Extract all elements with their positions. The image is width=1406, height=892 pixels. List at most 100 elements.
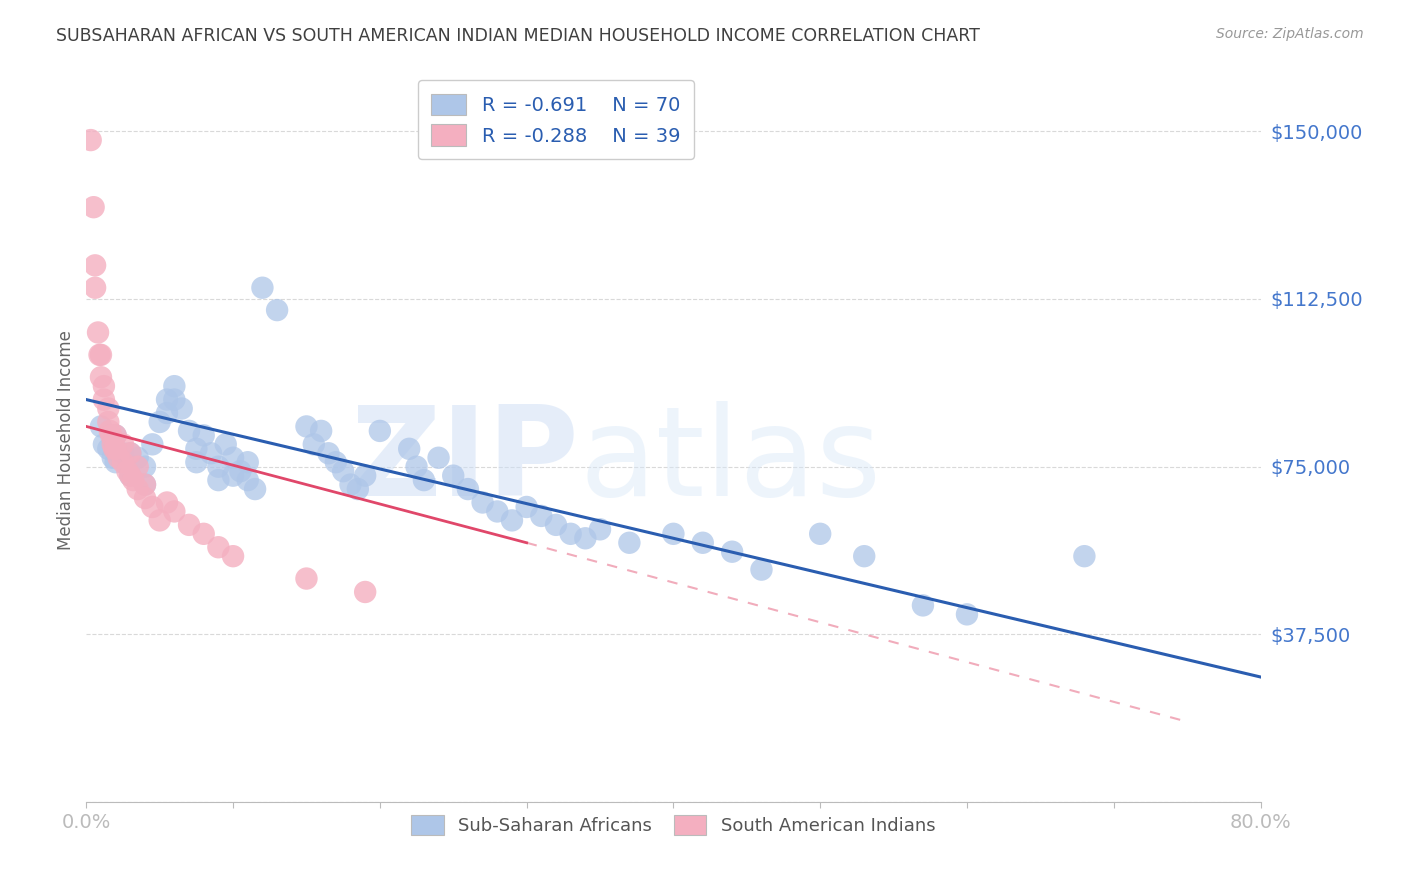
Point <box>662 526 685 541</box>
Point <box>87 326 110 340</box>
Point <box>457 482 479 496</box>
Point <box>120 446 142 460</box>
Point <box>84 258 107 272</box>
Point <box>177 424 200 438</box>
Point <box>97 415 120 429</box>
Point <box>560 526 582 541</box>
Point <box>721 545 744 559</box>
Point <box>103 442 125 456</box>
Point <box>98 424 121 438</box>
Point <box>83 200 105 214</box>
Point <box>93 392 115 407</box>
Point <box>149 513 172 527</box>
Point <box>101 437 124 451</box>
Point <box>156 495 179 509</box>
Text: SUBSAHARAN AFRICAN VS SOUTH AMERICAN INDIAN MEDIAN HOUSEHOLD INCOME CORRELATION : SUBSAHARAN AFRICAN VS SOUTH AMERICAN IND… <box>56 27 980 45</box>
Point <box>354 468 377 483</box>
Point <box>156 392 179 407</box>
Point <box>398 442 420 456</box>
Point <box>332 464 354 478</box>
Point <box>222 549 245 564</box>
Point <box>97 401 120 416</box>
Point <box>156 406 179 420</box>
Point <box>90 370 112 384</box>
Point <box>93 437 115 451</box>
Point <box>427 450 450 465</box>
Point <box>90 348 112 362</box>
Point <box>229 464 252 478</box>
Point <box>127 450 149 465</box>
Point <box>120 468 142 483</box>
Point <box>177 517 200 532</box>
Point <box>441 468 464 483</box>
Y-axis label: Median Household Income: Median Household Income <box>58 330 75 549</box>
Point <box>347 482 370 496</box>
Point <box>302 437 325 451</box>
Point <box>163 392 186 407</box>
Point <box>1073 549 1095 564</box>
Point <box>80 133 103 147</box>
Point <box>141 500 163 514</box>
Point <box>84 281 107 295</box>
Point <box>149 415 172 429</box>
Point <box>808 526 831 541</box>
Point <box>120 468 142 483</box>
Point <box>252 281 274 295</box>
Point <box>134 491 156 505</box>
Point <box>692 535 714 549</box>
Point <box>544 517 567 532</box>
Point <box>956 607 979 622</box>
Point <box>486 504 509 518</box>
Point <box>134 477 156 491</box>
Point <box>111 437 134 451</box>
Text: Source: ZipAtlas.com: Source: ZipAtlas.com <box>1216 27 1364 41</box>
Point <box>530 508 553 523</box>
Point <box>325 455 347 469</box>
Point <box>751 563 773 577</box>
Point <box>97 442 120 456</box>
Point <box>141 437 163 451</box>
Point <box>186 455 208 469</box>
Point <box>134 459 156 474</box>
Point <box>89 348 111 362</box>
Point <box>574 531 596 545</box>
Point <box>117 464 139 478</box>
Point <box>266 303 288 318</box>
Point <box>222 450 245 465</box>
Point <box>619 535 641 549</box>
Point <box>170 401 193 416</box>
Point <box>236 473 259 487</box>
Point <box>104 455 127 469</box>
Point <box>501 513 523 527</box>
Point <box>90 419 112 434</box>
Point <box>207 473 229 487</box>
Point <box>295 419 318 434</box>
Point <box>339 477 361 491</box>
Text: atlas: atlas <box>579 401 882 522</box>
Point <box>412 473 434 487</box>
Point <box>104 442 127 456</box>
Point <box>101 450 124 465</box>
Point <box>911 599 934 613</box>
Point <box>309 424 332 438</box>
Point <box>318 446 340 460</box>
Text: ZIP: ZIP <box>350 401 579 522</box>
Point <box>207 459 229 474</box>
Point <box>93 379 115 393</box>
Point <box>163 379 186 393</box>
Point <box>163 504 186 518</box>
Point <box>122 473 145 487</box>
Point <box>354 585 377 599</box>
Point <box>207 540 229 554</box>
Point <box>295 572 318 586</box>
Point <box>111 455 134 469</box>
Point <box>100 428 122 442</box>
Point <box>215 437 238 451</box>
Point <box>236 455 259 469</box>
Point <box>243 482 266 496</box>
Point <box>200 446 222 460</box>
Point <box>222 468 245 483</box>
Point <box>111 446 134 460</box>
Point <box>589 522 612 536</box>
Point <box>104 428 127 442</box>
